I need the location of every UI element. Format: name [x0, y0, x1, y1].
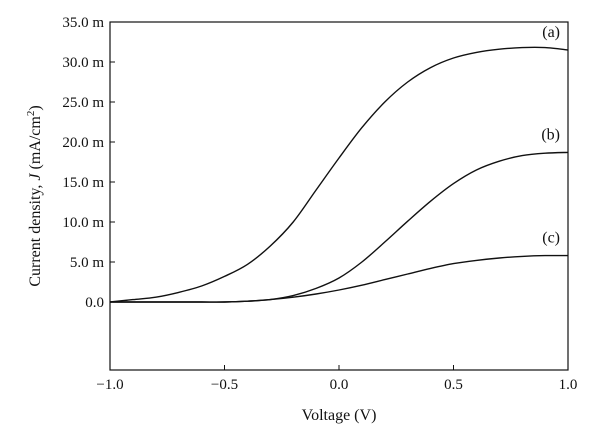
x-tick-label: −0.5 [211, 377, 238, 393]
y-tick-label: 0.0 [85, 295, 104, 311]
x-axis-ticks: −1.0 −0.5 0.0 0.5 1.0 [96, 365, 577, 393]
y-tick-label: 25.0 m [62, 95, 104, 111]
y-axis-title-unit: (mA/cm [27, 116, 44, 174]
x-tick-label: 1.0 [559, 377, 578, 393]
y-axis-title-unit-close: ) [27, 105, 44, 110]
series-line-1 [109, 46, 569, 303]
y-axis-title-variable: J [27, 173, 44, 181]
series-label: (c) [542, 230, 560, 247]
x-tick-label: −1.0 [96, 377, 123, 393]
x-axis-title: Voltage (V) [302, 407, 377, 424]
x-tick-label: 0.5 [444, 377, 463, 393]
y-axis-title-unit-exponent: 2 [25, 111, 37, 117]
series-line-3 [110, 254, 569, 303]
y-axis-title-prefix: Current density, [27, 181, 44, 287]
series-label: (b) [541, 126, 560, 143]
y-tick-label: 35.0 m [62, 15, 104, 31]
y-axis-title: Current density, J (mA/cm2) [25, 105, 44, 286]
y-tick-label: 10.0 m [62, 215, 104, 231]
y-tick-label: 30.0 m [62, 55, 104, 71]
y-tick-label: 15.0 m [62, 175, 104, 191]
y-tick-label: 20.0 m [62, 135, 104, 151]
series-line-2 [110, 151, 569, 303]
plot-frame [109, 21, 569, 371]
series-group: (a) (b) (c) [109, 24, 569, 303]
series-label: (a) [542, 24, 560, 41]
y-axis-ticks: 0.0 5.0 m 10.0 m 15.0 m 20.0 m 25.0 m 30.0 m 35… [62, 15, 115, 311]
y-tick-label: 5.0 m [70, 255, 105, 271]
x-tick-label: 0.0 [330, 377, 349, 393]
